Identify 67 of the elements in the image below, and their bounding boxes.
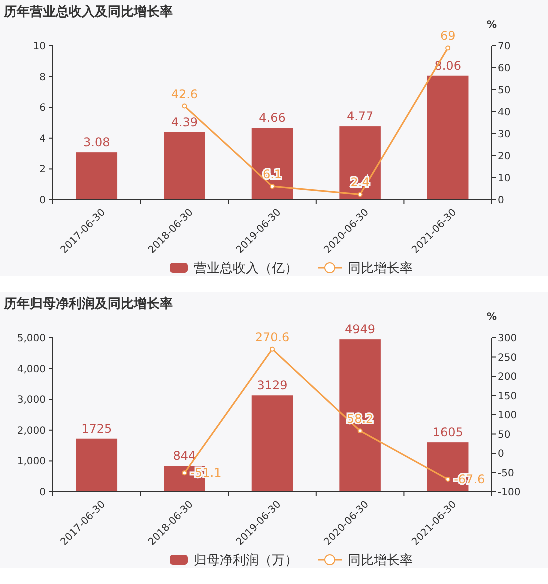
bar: [427, 76, 469, 200]
legend-label: 归母净利润（万）: [194, 554, 298, 568]
y2-tick-label: 200: [498, 372, 518, 383]
data-label: 4.77: [346, 110, 374, 124]
y2-tick-label: 30: [498, 130, 511, 140]
point: [358, 192, 363, 198]
bar: [252, 128, 294, 200]
point: [446, 477, 451, 482]
y-tick-label: 4,000: [17, 364, 46, 376]
data-label: 3129: [257, 378, 288, 393]
chart-title: 历年归母净利润及同比增长率: [3, 296, 173, 312]
bar: [76, 152, 118, 200]
y2-tick-label: 20: [498, 152, 511, 162]
y2-tick-label: 50: [498, 86, 511, 96]
y2-axis-title: %: [486, 20, 498, 31]
chart-title: 历年营业总收入及同比增长率: [3, 4, 173, 20]
legend-label: 营业总收入（亿）: [194, 262, 298, 276]
point: [446, 46, 451, 51]
data-label: 42.6: [171, 87, 198, 102]
point: [270, 346, 275, 352]
bar: [164, 132, 206, 200]
bar: [252, 396, 294, 492]
bar: [340, 126, 381, 200]
point: [358, 428, 363, 434]
data-label: 844: [173, 449, 196, 464]
data-label: 1725: [82, 422, 112, 436]
y2-axis-title: %: [486, 312, 498, 323]
data-label: 69: [440, 29, 456, 44]
y2-tick-label: -100: [498, 488, 521, 498]
bar: [76, 438, 118, 492]
y-tick-label: 0: [40, 196, 46, 206]
y-tick-label: 6: [40, 103, 46, 114]
point: [182, 470, 188, 476]
y-tick-label: 4: [40, 134, 46, 145]
y2-tick-label: 50: [498, 430, 511, 441]
y-tick-label: 5,000: [17, 334, 46, 344]
y-tick-label: 1,000: [17, 456, 46, 468]
y2-tick-label: 70: [498, 42, 511, 52]
data-label: 1605: [432, 426, 464, 440]
y2-tick-label: 40: [498, 108, 511, 118]
data-label: 58.2: [346, 412, 374, 426]
data-label: 4949: [345, 322, 376, 337]
y2-tick-label: 60: [498, 64, 511, 74]
y2-tick-label: 250: [498, 352, 518, 364]
y-tick-label: 2: [40, 164, 46, 176]
legend-label: 同比增长率: [348, 552, 413, 568]
point: [270, 184, 275, 190]
y-tick-label: 2,000: [17, 426, 46, 437]
data-label: 3.08: [84, 136, 110, 150]
bar: [340, 340, 381, 492]
data-label: 4.66: [259, 111, 286, 126]
y2-tick-label: -50: [498, 468, 514, 480]
y2-tick-label: 300: [498, 334, 518, 344]
y-tick-label: 0: [40, 488, 46, 498]
y-tick-label: 8: [40, 72, 46, 84]
y2-tick-label: 150: [498, 391, 518, 402]
y2-tick-label: 0: [498, 196, 504, 206]
data-label: 4.39: [171, 115, 198, 130]
legend-label: 同比增长率: [348, 260, 413, 276]
y2-tick-label: 10: [498, 174, 511, 184]
y2-tick-label: 100: [498, 410, 518, 422]
data-label: 6.1: [262, 168, 282, 182]
data-label: 270.6: [255, 330, 290, 344]
point: [182, 104, 188, 109]
y-tick-label: 10: [33, 42, 46, 52]
y2-tick-label: 0: [498, 449, 504, 460]
y-tick-label: 3,000: [17, 395, 46, 406]
